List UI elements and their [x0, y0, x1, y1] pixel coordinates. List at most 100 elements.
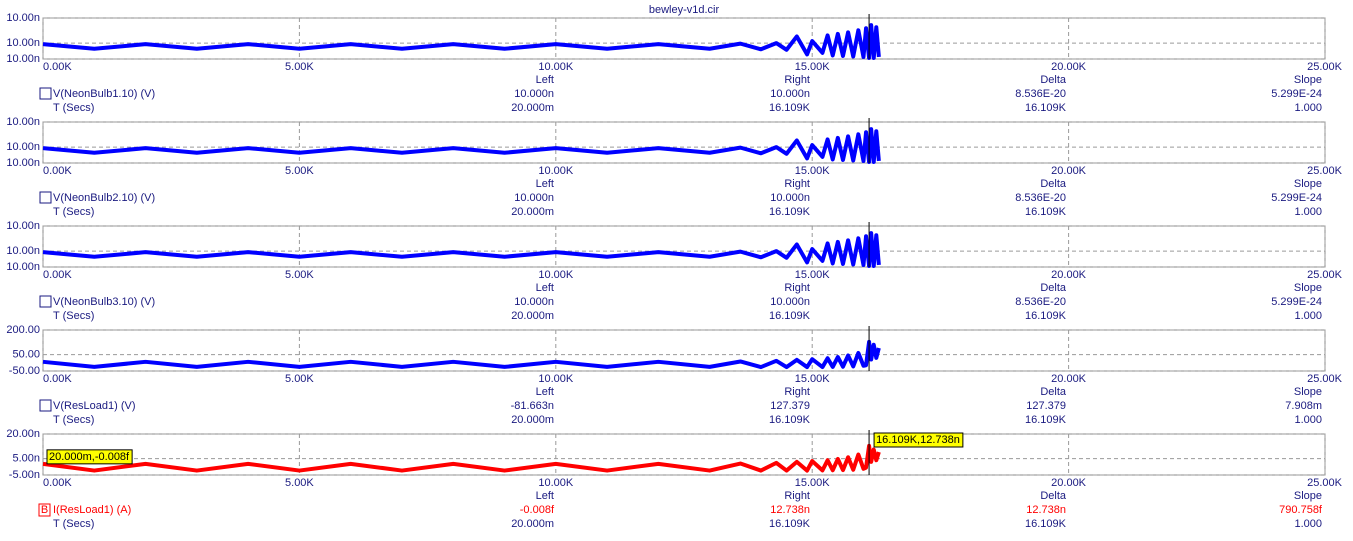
cursor-annotation-box	[873, 432, 964, 448]
cursor-header: Left	[536, 74, 554, 86]
cursor-y-value: 127.379	[770, 400, 810, 412]
plot-frame	[42, 121, 1326, 164]
cursor-y-value: 5.299E-24	[1271, 296, 1322, 308]
x-tick-label: 0.00K	[43, 373, 72, 385]
cursor-x-value: 20.000m	[511, 102, 554, 114]
x-tick-label: 10.00K	[538, 477, 574, 489]
trace-label: I(ResLoad1) (A)	[53, 504, 131, 516]
cursor-header: Slope	[1294, 386, 1322, 398]
x-variable-label: T (Secs)	[53, 518, 94, 530]
y-tick-label: 50.00	[12, 349, 40, 361]
cursor-y-value: -0.008f	[520, 504, 555, 516]
cursor-y-value: 10.000n	[514, 296, 554, 308]
cursor-annotation-box	[46, 449, 133, 465]
cursor-y-value: -81.663n	[511, 400, 554, 412]
y-tick-label: 5.00n	[12, 453, 40, 465]
cursor-y-value: 8.536E-20	[1015, 88, 1066, 100]
cursor-header: Right	[784, 386, 810, 398]
cursor-header: Delta	[1040, 386, 1067, 398]
cursor-x-value: 16.109K	[1025, 518, 1067, 530]
cursor-y-value: 12.738n	[1026, 504, 1066, 516]
trace-label: V(NeonBulb2.10) (V)	[53, 192, 155, 204]
x-tick-label: 5.00K	[285, 477, 314, 489]
cursor-x-value: 16.109K	[1025, 206, 1067, 218]
cursor-header: Left	[536, 386, 554, 398]
cursor-header: Slope	[1294, 74, 1322, 86]
cursor-header: Slope	[1294, 490, 1322, 502]
cursor-y-value: 10.000n	[514, 88, 554, 100]
cursor-header: Slope	[1294, 282, 1322, 294]
y-tick-label: 20.00n	[6, 428, 40, 440]
x-tick-label: 20.00K	[1051, 269, 1087, 281]
cursor-x-value: 20.000m	[511, 518, 554, 530]
x-tick-label: 15.00K	[795, 269, 831, 281]
y-tick-label: 10.00n	[6, 37, 40, 49]
x-tick-label: 25.00K	[1307, 477, 1343, 489]
trace-marker: B	[41, 504, 48, 516]
y-tick-label: -50.00	[9, 365, 40, 377]
x-tick-label: 10.00K	[538, 373, 574, 385]
cursor-header: Left	[536, 490, 554, 502]
plot-frame	[42, 17, 1326, 60]
y-tick-label: 10.00n	[6, 116, 40, 128]
cursor-header: Right	[784, 490, 810, 502]
cursor-x-value: 20.000m	[511, 414, 554, 426]
waveform	[42, 231, 881, 268]
y-tick-label: 10.00n	[6, 12, 40, 24]
y-tick-label: 10.00n	[6, 53, 40, 65]
cursor-header: Delta	[1040, 282, 1067, 294]
cursor-y-value: 10.000n	[770, 88, 810, 100]
cursor-x-value: 20.000m	[511, 310, 554, 322]
cursor-x-value: 1.000	[1294, 102, 1322, 114]
cursor-header: Delta	[1040, 178, 1067, 190]
x-tick-label: 15.00K	[795, 373, 831, 385]
cursor-x-value: 1.000	[1294, 518, 1322, 530]
cursor-y-value: 5.299E-24	[1271, 88, 1322, 100]
x-variable-label: T (Secs)	[53, 414, 94, 426]
y-tick-label: 10.00n	[6, 245, 40, 257]
x-tick-label: 10.00K	[538, 269, 574, 281]
trace-checkbox	[39, 399, 52, 412]
trace-label: V(NeonBulb3.10) (V)	[53, 296, 155, 308]
trace-checkbox	[39, 295, 52, 308]
x-tick-label: 10.00K	[538, 61, 574, 73]
x-variable-label: T (Secs)	[53, 102, 94, 114]
trace-label: V(ResLoad1) (V)	[53, 400, 136, 412]
cursor-x-value: 16.109K	[1025, 414, 1067, 426]
trace-marker-box	[38, 503, 51, 517]
y-tick-label: -5.00n	[9, 469, 40, 481]
y-tick-label: 10.00n	[6, 141, 40, 153]
x-tick-label: 25.00K	[1307, 269, 1343, 281]
x-tick-label: 20.00K	[1051, 373, 1087, 385]
cursor-y-value: 8.536E-20	[1015, 296, 1066, 308]
x-tick-label: 0.00K	[43, 269, 72, 281]
trace-checkbox	[39, 191, 52, 204]
x-tick-label: 20.00K	[1051, 477, 1087, 489]
x-tick-label: 5.00K	[285, 269, 314, 281]
cursor-header: Left	[536, 178, 554, 190]
cursor-y-value: 127.379	[1026, 400, 1066, 412]
y-tick-label: 10.00n	[6, 157, 40, 169]
y-tick-label: 10.00n	[6, 261, 40, 273]
waveform	[42, 339, 881, 370]
x-tick-label: 5.00K	[285, 61, 314, 73]
cursor-y-value: 10.000n	[514, 192, 554, 204]
x-tick-label: 15.00K	[795, 61, 831, 73]
cursor-header: Delta	[1040, 490, 1067, 502]
cursor-header: Delta	[1040, 74, 1067, 86]
cursor-annotation: 16.109K,12.738n	[876, 434, 960, 446]
cursor-x-value: 16.109K	[769, 310, 811, 322]
x-tick-label: 5.00K	[285, 165, 314, 177]
cursor-x-value: 20.000m	[511, 206, 554, 218]
cursor-header: Right	[784, 74, 810, 86]
cursor-x-value: 1.000	[1294, 310, 1322, 322]
cursor-x-value: 1.000	[1294, 414, 1322, 426]
x-tick-label: 20.00K	[1051, 165, 1087, 177]
cursor-annotation: 20.000m,-0.008f	[49, 451, 130, 463]
waveform	[42, 127, 881, 164]
cursor-x-value: 16.109K	[769, 518, 811, 530]
cursor-y-value: 10.000n	[770, 192, 810, 204]
x-variable-label: T (Secs)	[53, 206, 94, 218]
cursor-x-value: 16.109K	[769, 206, 811, 218]
plot-frame	[42, 225, 1326, 268]
